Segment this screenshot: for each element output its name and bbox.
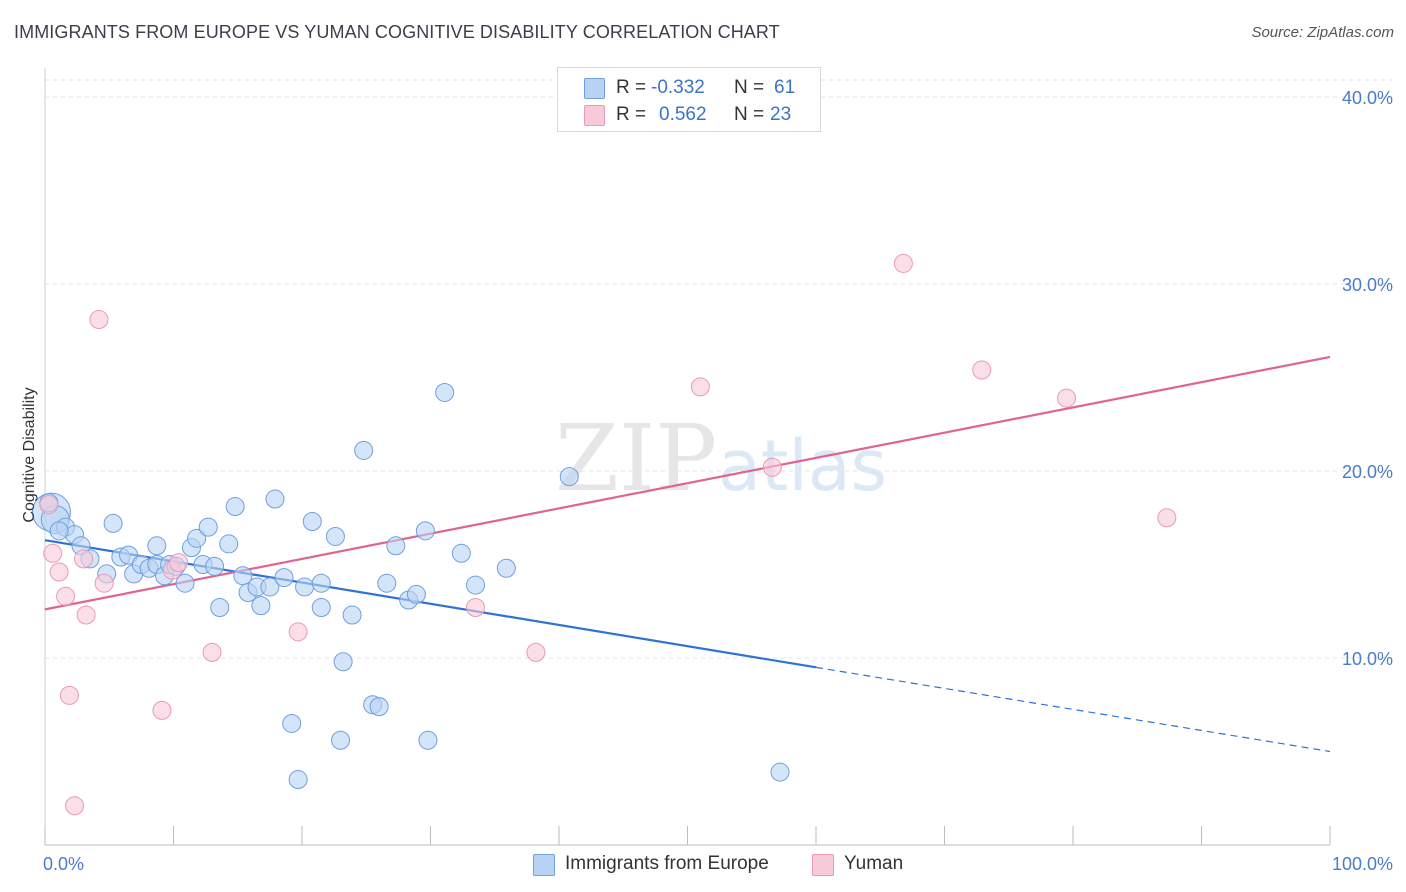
europe-point xyxy=(496,558,516,578)
yuman-point xyxy=(49,562,69,582)
legend-europe-label: Immigrants from Europe xyxy=(565,853,769,874)
europe-point xyxy=(219,534,239,554)
europe-point xyxy=(325,526,345,546)
europe-point xyxy=(377,573,397,593)
europe-point xyxy=(295,577,315,597)
tick-labels: 10.0% 20.0% 30.0% 40.0% 0.0% 100.0% xyxy=(43,88,1393,874)
yuman-n-value: 23 xyxy=(770,104,792,125)
europe-point xyxy=(225,497,245,517)
yuman-r-value: 0.562 xyxy=(659,104,707,125)
yuman-point xyxy=(56,586,76,606)
y-tick-label: 40.0% xyxy=(1342,88,1393,108)
europe-trend-extension xyxy=(815,666,1331,753)
yuman-trend-line xyxy=(44,355,1331,611)
yuman-point xyxy=(152,700,172,720)
europe-point xyxy=(451,543,471,563)
europe-point xyxy=(147,536,167,556)
yuman-point xyxy=(89,310,109,330)
watermark: ZIP atlas xyxy=(555,405,887,512)
yuman-point xyxy=(94,573,114,593)
europe-point xyxy=(187,528,207,548)
yuman-point xyxy=(526,642,546,662)
series-legend: Immigrants from Europe Yuman xyxy=(0,852,1406,878)
yuman-point xyxy=(893,253,913,273)
yuman-point xyxy=(762,457,782,477)
yuman-point xyxy=(74,549,94,569)
yuman-point xyxy=(169,553,189,573)
n-label: N = xyxy=(734,77,765,98)
europe-point xyxy=(251,596,271,616)
x-tick-label-max: 100.0% xyxy=(1332,854,1393,874)
europe-point xyxy=(333,652,353,672)
legend-europe-swatch xyxy=(533,854,555,876)
europe-point xyxy=(418,730,438,750)
europe-point xyxy=(342,605,362,625)
n-label: N = xyxy=(734,104,765,125)
yuman-point xyxy=(39,495,59,515)
legend-yuman-label: Yuman xyxy=(844,853,904,874)
yuman-point xyxy=(1157,508,1177,528)
watermark-zip: ZIP xyxy=(555,405,717,512)
yuman-point xyxy=(65,796,85,816)
y-tick-label: 20.0% xyxy=(1342,462,1393,482)
chart-title: IMMIGRANTS FROM EUROPE VS YUMAN COGNITIV… xyxy=(14,22,780,42)
yuman-point xyxy=(59,685,79,705)
europe-point xyxy=(274,568,294,588)
europe-point xyxy=(435,382,455,402)
yuman-point xyxy=(972,360,992,380)
y-axis-label: Cognitive Disability xyxy=(21,387,38,522)
yuman-point xyxy=(288,622,308,642)
europe-point xyxy=(311,573,331,593)
europe-point xyxy=(406,584,426,604)
europe-point xyxy=(415,521,435,541)
europe-swatch xyxy=(584,78,605,99)
yuman-point xyxy=(76,605,96,625)
x-tick-label-min: 0.0% xyxy=(43,854,84,874)
yuman-point xyxy=(690,377,710,397)
europe-point xyxy=(311,598,331,618)
europe-point xyxy=(369,697,389,717)
europe-point xyxy=(210,598,230,618)
europe-point xyxy=(354,440,374,460)
europe-point xyxy=(265,489,285,509)
europe-point xyxy=(49,521,69,541)
europe-point xyxy=(205,556,225,576)
europe-point xyxy=(302,511,322,531)
stats-legend-row-europe: R = -0.332 N = 61 xyxy=(558,75,820,103)
data-points xyxy=(31,253,1177,816)
r-label: R = xyxy=(616,77,647,98)
yuman-point xyxy=(43,543,63,563)
europe-point xyxy=(386,536,406,556)
y-tick-label: 30.0% xyxy=(1342,275,1393,295)
yuman-point xyxy=(1057,388,1077,408)
europe-point xyxy=(175,573,195,593)
europe-n-value: 61 xyxy=(774,77,796,98)
europe-point xyxy=(119,545,139,565)
europe-point xyxy=(288,770,308,790)
europe-point xyxy=(770,762,790,782)
europe-point xyxy=(282,713,302,733)
yuman-swatch xyxy=(584,105,605,126)
yuman-point xyxy=(465,598,485,618)
europe-point xyxy=(465,575,485,595)
europe-point xyxy=(198,517,218,537)
europe-point xyxy=(559,467,579,487)
europe-r-value: -0.332 xyxy=(651,77,705,98)
europe-point xyxy=(260,577,280,597)
y-tick-label: 10.0% xyxy=(1342,649,1393,669)
yuman-point xyxy=(202,642,222,662)
stats-legend-row-yuman: R = 0.562 N = 23 xyxy=(558,102,820,130)
axes xyxy=(44,68,1331,846)
europe-point xyxy=(103,513,123,533)
watermark-atlas: atlas xyxy=(718,425,887,507)
stats-legend: R = -0.332 N = 61 R = 0.562 N = 23 xyxy=(557,67,821,132)
europe-point xyxy=(331,730,351,750)
source-label: Source: ZipAtlas.com xyxy=(1251,24,1394,41)
legend-yuman-swatch xyxy=(812,854,834,876)
r-label: R = xyxy=(616,104,647,125)
